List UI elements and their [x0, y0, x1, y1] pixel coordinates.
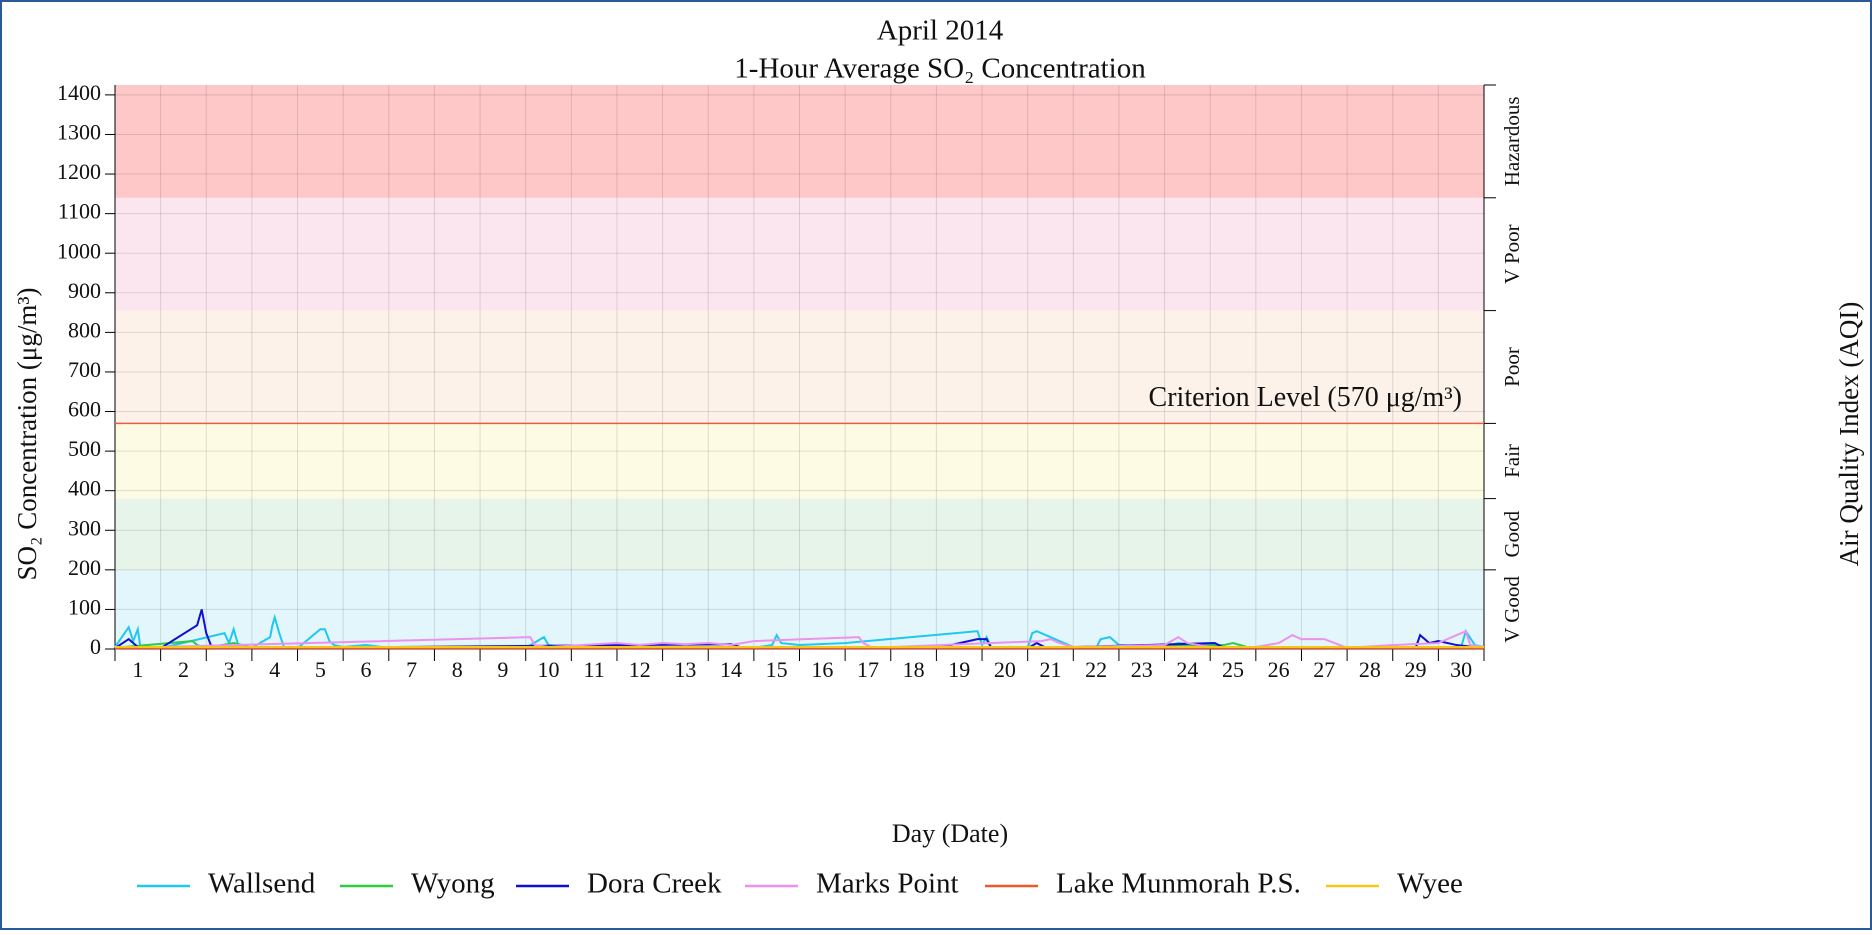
y-tick-label: 700	[68, 357, 101, 382]
series-line	[114, 629, 1485, 650]
aqi-band	[115, 310, 1484, 424]
x-tick-label: 26	[1268, 657, 1290, 682]
y-tick-label: 300	[68, 515, 101, 540]
x-tick-label: 5	[315, 657, 326, 682]
legend-label: Wyee	[1397, 868, 1463, 900]
y-axis-label: SO₂ Concentration (μg/m³)	[12, 288, 42, 581]
chart-subtitle: 1-Hour Average SO₂ Concentration	[734, 53, 1146, 85]
y-tick-label: 100	[68, 594, 101, 619]
x-tick-label: 27	[1313, 657, 1335, 682]
x-axis-label: Day (Date)	[892, 819, 1008, 848]
y-tick-label: 500	[68, 436, 101, 461]
aqi-band	[115, 498, 1484, 570]
chart-title: April 2014	[877, 15, 1004, 47]
x-tick-label: 13	[674, 657, 696, 682]
aqi-band	[115, 423, 1484, 499]
x-tick-label: 9	[497, 657, 508, 682]
y-tick-label: 900	[68, 278, 101, 303]
y-tick-label: 400	[68, 476, 101, 501]
series-line	[114, 613, 1485, 650]
x-tick-label: 2	[178, 657, 189, 682]
y-tick-label: 600	[68, 397, 101, 422]
legend-label: Wallsend	[208, 868, 316, 900]
x-tick-label: 22	[1085, 657, 1107, 682]
x-tick-label: 29	[1405, 657, 1427, 682]
aqi-band-label: Good	[1500, 510, 1524, 557]
aqi-band-label: Poor	[1500, 347, 1524, 387]
aqi-band	[115, 197, 1484, 311]
x-tick-label: 15	[766, 657, 788, 682]
x-tick-label: 28	[1359, 657, 1381, 682]
x-tick-label: 7	[406, 657, 417, 682]
x-tick-label: 11	[584, 657, 605, 682]
x-tick-label: 21	[1039, 657, 1061, 682]
x-tick-label: 17	[857, 657, 879, 682]
x-tick-label: 3	[224, 657, 235, 682]
y-tick-label: 200	[68, 555, 101, 580]
criterion-label: Criterion Level (570 μg/m³)	[1149, 382, 1462, 413]
x-tick-label: 20	[994, 657, 1016, 682]
legend-label: Dora Creek	[587, 868, 722, 900]
aqi-band-label: V Poor	[1500, 224, 1524, 284]
y-tick-label: 1200	[57, 159, 101, 184]
y-tick-label: 1000	[57, 238, 101, 263]
aqi-band-label: Hazardous	[1500, 97, 1524, 187]
y-tick-label: 1100	[58, 199, 101, 224]
y-tick-label: 1300	[57, 120, 101, 145]
y-tick-label: 800	[68, 317, 101, 342]
y2-axis-label: Air Quality Index (AQI)	[1834, 302, 1864, 567]
x-tick-label: 10	[538, 657, 560, 682]
x-tick-label: 18	[903, 657, 925, 682]
aqi-band	[115, 85, 1484, 198]
aqi-band	[115, 569, 1484, 649]
legend-label: Lake Munmorah P.S.	[1056, 868, 1301, 900]
legend-label: Wyong	[411, 868, 495, 900]
x-tick-label: 14	[720, 657, 742, 682]
y-tick-label: 0	[90, 634, 101, 659]
x-tick-label: 24	[1176, 657, 1198, 682]
y-tick-label: 1400	[57, 80, 101, 105]
legend-label: Marks Point	[816, 868, 959, 900]
x-tick-label: 12	[629, 657, 651, 682]
x-tick-label: 1	[132, 657, 143, 682]
aqi-band-label: Fair	[1500, 444, 1524, 478]
x-tick-label: 25	[1222, 657, 1244, 682]
x-tick-label: 6	[360, 657, 371, 682]
x-tick-label: 8	[452, 657, 463, 682]
x-tick-label: 16	[811, 657, 833, 682]
x-tick-label: 4	[269, 657, 280, 682]
x-tick-label: 30	[1450, 657, 1472, 682]
x-tick-label: 23	[1131, 657, 1153, 682]
x-tick-label: 19	[948, 657, 970, 682]
aqi-band-label: V Good	[1500, 576, 1524, 643]
